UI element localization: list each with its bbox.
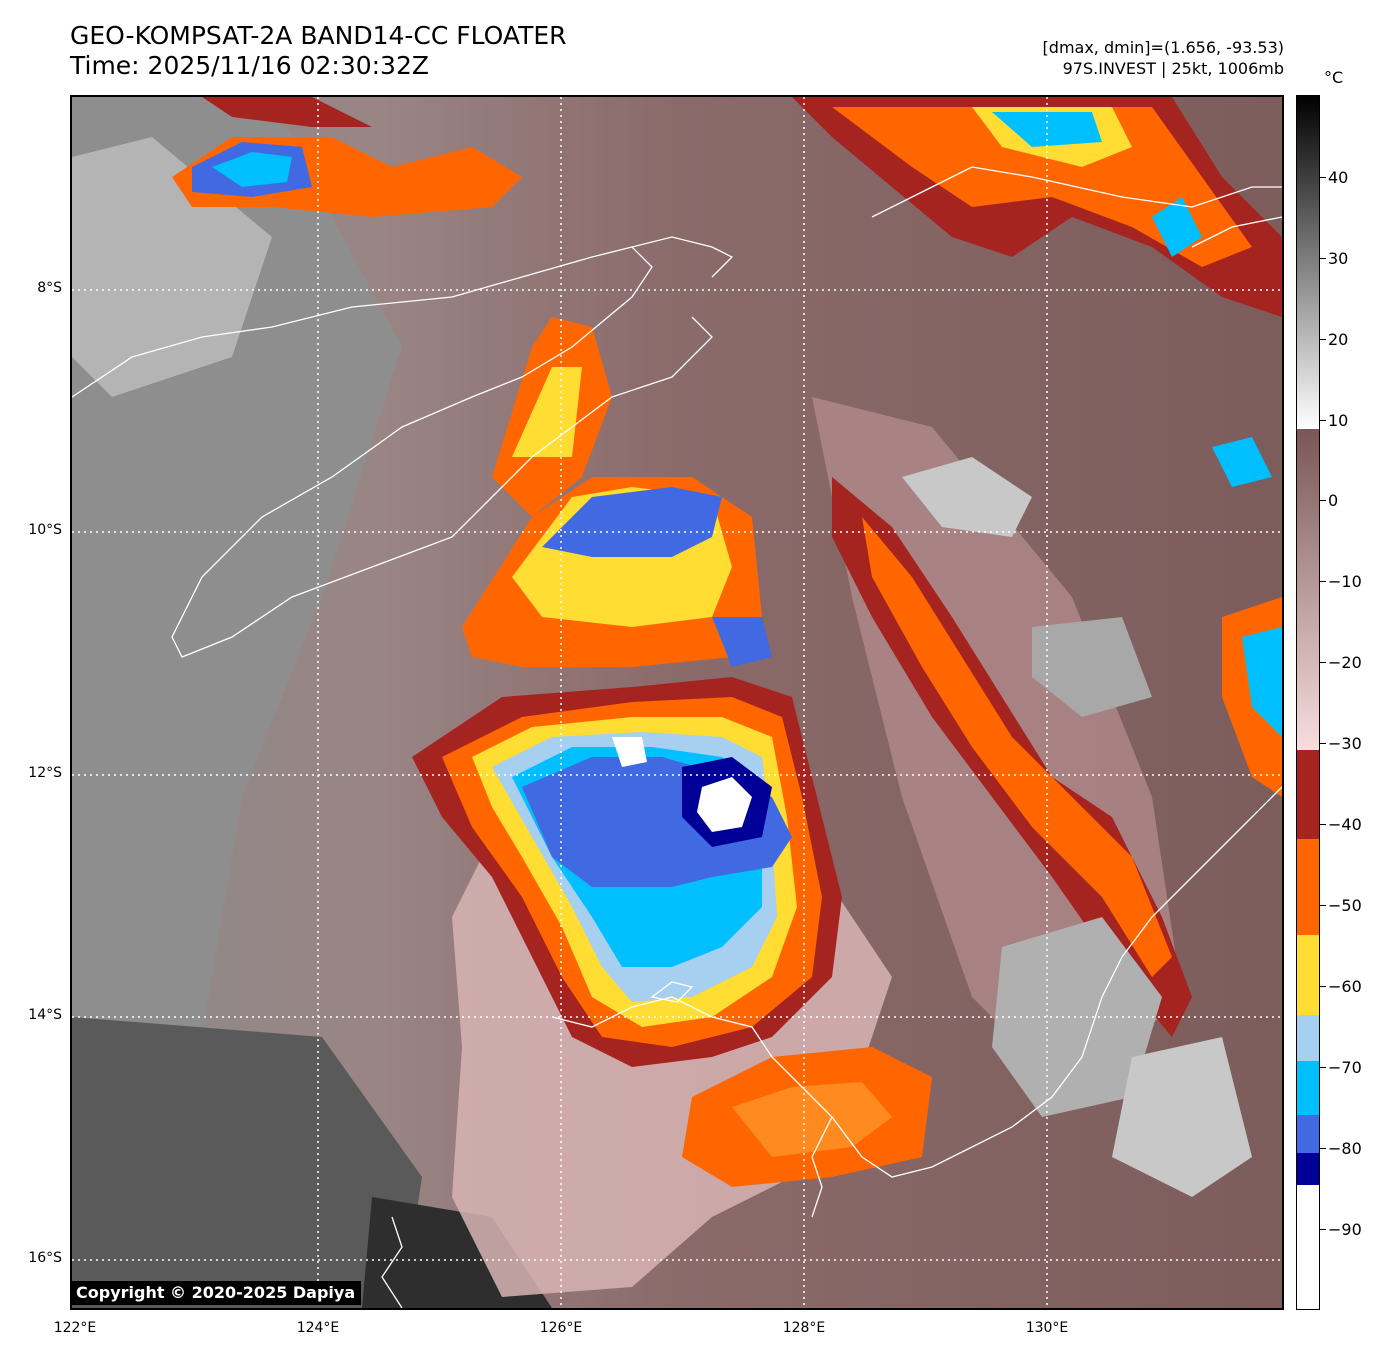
warm-grey-region — [72, 97, 402, 1308]
coldest-core-white-1 — [697, 777, 752, 832]
coast-ne — [1191, 216, 1282, 248]
cb-segment-cyan — [1297, 1061, 1319, 1115]
figure-time: Time: 2025/11/16 02:30:32Z — [70, 51, 429, 80]
cb-label-m90: −90 — [1328, 1220, 1362, 1239]
lat-label-16s: 16°S — [28, 1250, 62, 1266]
cb-tick — [1320, 905, 1326, 906]
coast-north — [871, 166, 1282, 218]
cb-label-m10: −10 — [1328, 572, 1362, 591]
cb-segment-lightblue — [1297, 1015, 1319, 1061]
grey-blob-1 — [902, 457, 1032, 537]
coast-bay — [811, 1116, 833, 1218]
cb-segment-mauve — [1297, 429, 1319, 750]
se-cluster-inner — [732, 1082, 892, 1157]
dmax-dmin-readout: [dmax, dmin]=(1.656, -93.53) — [1042, 38, 1284, 57]
cb-tick — [1320, 420, 1326, 421]
grey-blob-2 — [1032, 617, 1152, 717]
cb-segment-grey — [1297, 96, 1319, 429]
cb-tick — [1320, 258, 1326, 259]
lon-label-128e: 128°E — [782, 1320, 826, 1336]
coast-timor-west — [72, 246, 713, 658]
land-dark-region — [72, 1017, 422, 1308]
cb-tick — [1320, 177, 1326, 178]
lon-label-124e: 124°E — [296, 1320, 340, 1336]
cb-segment-navy — [1297, 1153, 1319, 1185]
colorbar-unit: °C — [1324, 68, 1344, 87]
cb-tick — [1320, 500, 1326, 501]
graticule — [72, 97, 1282, 1308]
cb-label-40: 40 — [1328, 168, 1349, 187]
cb-label-0: 0 — [1328, 491, 1339, 510]
ne-small-cyan — [1152, 197, 1202, 257]
ir-imagery — [72, 97, 1282, 1308]
cb-tick — [1320, 1067, 1326, 1068]
north-arm-royal — [542, 487, 722, 557]
cb-tick — [1320, 1229, 1326, 1230]
nw-top-darkred — [202, 97, 372, 127]
grey-blob-3 — [992, 917, 1162, 1117]
cb-segment-darkred — [1297, 750, 1319, 839]
cb-tick — [1320, 743, 1326, 744]
lat-label-12s: 12°S — [28, 765, 62, 781]
coast-australia-north — [551, 786, 1282, 1178]
cb-tick — [1320, 986, 1326, 987]
cb-label-10: 10 — [1328, 411, 1349, 430]
coast-timor-mid — [631, 236, 734, 278]
cb-label-m40: −40 — [1328, 815, 1362, 834]
cb-segment-yellow — [1297, 935, 1319, 1015]
cb-label-m80: −80 — [1328, 1139, 1362, 1158]
coastlines — [72, 166, 1282, 1308]
cb-tick — [1320, 581, 1326, 582]
cb-segment-orange — [1297, 839, 1319, 935]
ne-band-orange — [832, 107, 1252, 267]
lat-label-8s: 8°S — [37, 280, 62, 296]
nw-top-cyan — [212, 152, 292, 187]
colorbar — [1296, 95, 1320, 1310]
coast-island-1 — [650, 981, 694, 1003]
copyright-notice: Copyright © 2020-2025 Dapiya — [72, 1281, 362, 1305]
cb-tick — [1320, 662, 1326, 663]
figure-title: GEO-KOMPSAT-2A BAND14-CC FLOATER — [70, 21, 567, 50]
ne-band-cyan — [992, 112, 1102, 147]
cb-label-m20: −20 — [1328, 653, 1362, 672]
cb-label-30: 30 — [1328, 249, 1349, 268]
cb-segment-royal — [1297, 1115, 1319, 1153]
cb-label-m70: −70 — [1328, 1058, 1362, 1077]
coast-southwest — [381, 1216, 403, 1308]
north-stream-yellow — [512, 367, 582, 457]
cb-tick — [1320, 1148, 1326, 1149]
satellite-map — [70, 95, 1284, 1310]
east-diagonal-orange — [862, 517, 1172, 977]
north-blob-royal — [712, 617, 772, 667]
cb-label-m50: −50 — [1328, 896, 1362, 915]
cb-tick — [1320, 824, 1326, 825]
lon-label-126e: 126°E — [539, 1320, 583, 1336]
cb-tick — [1320, 339, 1326, 340]
east-small-cyan — [1212, 437, 1272, 487]
cb-segment-white — [1297, 1185, 1319, 1309]
colorbar-gradient — [1297, 96, 1319, 1309]
cb-label-m60: −60 — [1328, 977, 1362, 996]
east-edge-cyan — [1242, 627, 1282, 737]
coldest-core-white-2 — [612, 737, 647, 767]
cb-label-20: 20 — [1328, 330, 1349, 349]
lat-label-10s: 10°S — [28, 522, 62, 538]
lat-label-14s: 14°S — [28, 1007, 62, 1023]
cb-label-m30: −30 — [1328, 734, 1362, 753]
lon-label-122e: 122°E — [53, 1320, 97, 1336]
storm-info: 97S.INVEST | 25kt, 1006mb — [1062, 59, 1284, 78]
lon-label-130e: 130°E — [1025, 1320, 1069, 1336]
grey-blob-4 — [1112, 1037, 1252, 1197]
